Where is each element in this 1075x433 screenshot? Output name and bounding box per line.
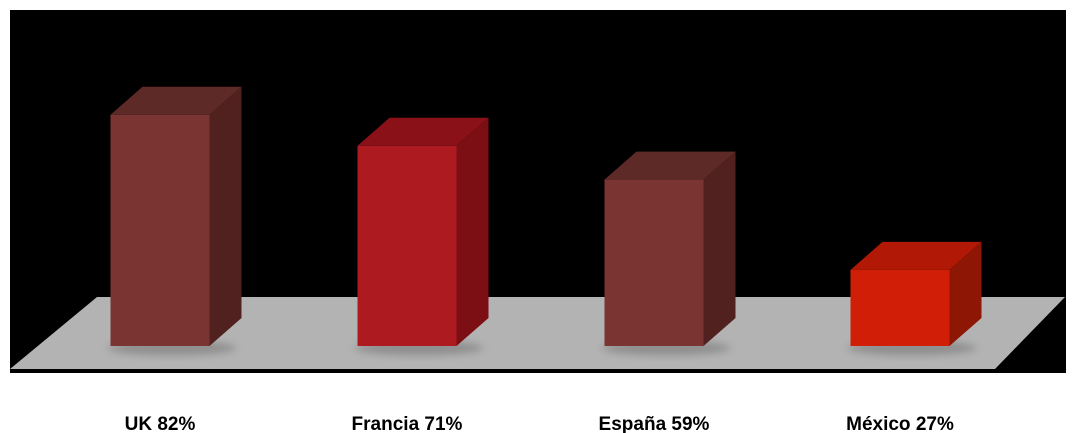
bar-top xyxy=(850,241,982,270)
bar-espana xyxy=(601,151,736,355)
category-label-mexico: México 27% xyxy=(846,414,954,433)
bar-side xyxy=(209,86,242,346)
bar-side xyxy=(456,117,489,346)
bar-francia xyxy=(354,117,489,355)
category-label-francia: Francia 71% xyxy=(352,414,463,433)
bar-mexico xyxy=(847,241,982,355)
bar-uk xyxy=(107,86,242,355)
bar-top xyxy=(604,151,736,180)
bar-front xyxy=(604,179,704,346)
bars-layer xyxy=(107,86,982,355)
category-label-uk: UK 82% xyxy=(125,414,196,433)
bar-side xyxy=(703,151,736,346)
bar-top xyxy=(357,117,489,146)
floor-plane xyxy=(10,297,1065,369)
bar-side xyxy=(949,241,982,346)
bar-front xyxy=(110,114,210,346)
bar-top xyxy=(110,86,242,115)
category-label-espana: España 59% xyxy=(599,414,710,433)
bar-front xyxy=(357,145,457,346)
bar-front xyxy=(850,269,950,346)
category-labels: UK 82% Francia 71% España 59% México 27% xyxy=(125,414,954,433)
